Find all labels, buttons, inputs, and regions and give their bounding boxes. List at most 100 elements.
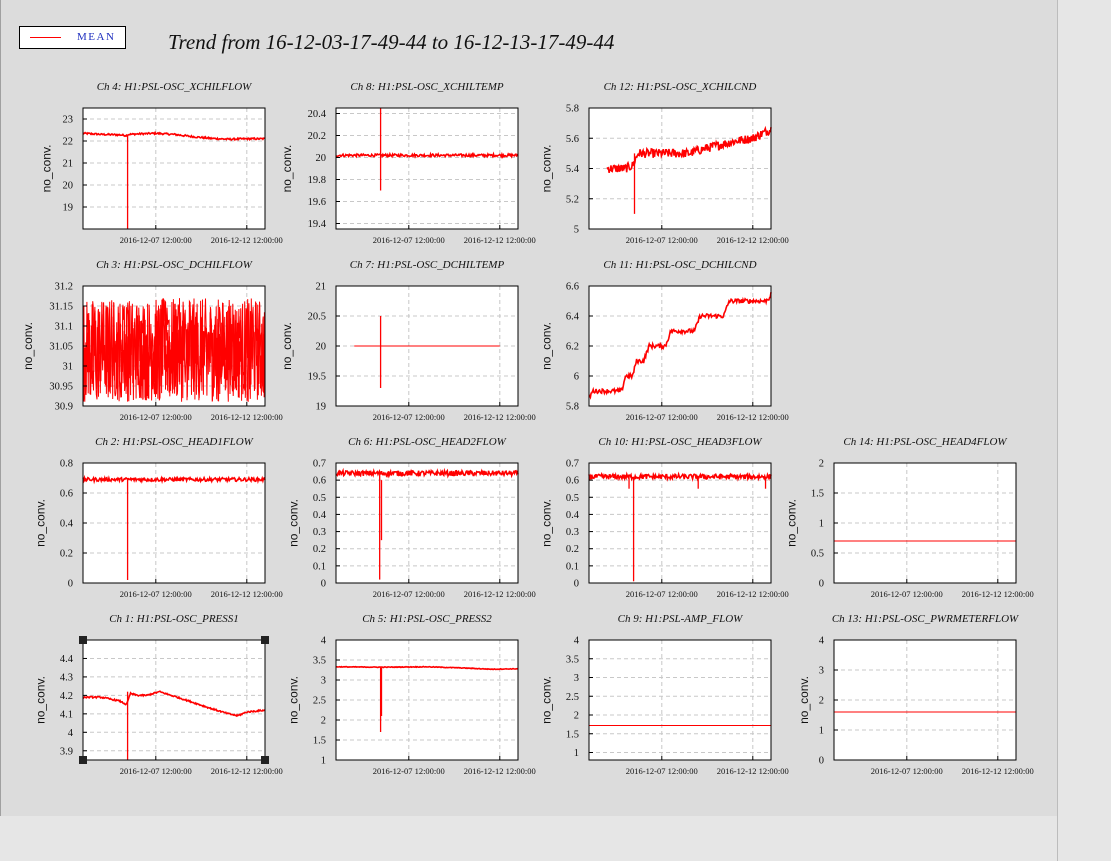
plot-title: Ch 13: H1:PSL-OSC_PWRMETERFLOW bbox=[832, 613, 1019, 625]
y-tick-label: 0.3 bbox=[566, 527, 579, 538]
plot-title: Ch 12: H1:PSL-OSC_XCHILCND bbox=[604, 81, 757, 93]
series-line bbox=[82, 474, 266, 485]
plot-title: Ch 1: H1:PSL-OSC_PRESS1 bbox=[109, 613, 239, 625]
y-tick-label: 20.5 bbox=[308, 312, 326, 323]
selection-handle[interactable] bbox=[79, 756, 87, 764]
series-noise bbox=[82, 298, 266, 402]
y-axis-label: no_conv. bbox=[280, 322, 294, 370]
y-tick-label: 2 bbox=[321, 716, 326, 727]
plot-title: Ch 8: H1:PSL-OSC_XCHILTEMP bbox=[350, 81, 503, 93]
y-tick-label: 19.5 bbox=[308, 372, 326, 383]
y-tick-label: 5 bbox=[574, 225, 579, 236]
y-axis-label: no_conv. bbox=[797, 676, 811, 724]
legend-label: MEAN bbox=[77, 31, 116, 43]
y-tick-label: 31.2 bbox=[55, 282, 73, 293]
y-tick-label: 4.4 bbox=[60, 654, 74, 665]
x-tick-label: 2016-12-07 12:00:00 bbox=[373, 412, 445, 422]
selection-handle[interactable] bbox=[261, 756, 269, 764]
y-tick-label: 0.7 bbox=[313, 459, 326, 470]
y-axis-label: no_conv. bbox=[33, 676, 47, 724]
y-tick-label: 20 bbox=[316, 153, 327, 164]
plot-ch2: Ch 2: H1:PSL-OSC_HEAD1FLOW 0 0.2 0.4 0.6 0.8 2… bbox=[33, 436, 282, 599]
y-tick-label: 19.4 bbox=[308, 219, 327, 230]
plot-frame bbox=[82, 639, 266, 761]
y-tick-label: 0 bbox=[574, 579, 579, 590]
plot-area bbox=[589, 640, 771, 760]
y-tick-label: 0.4 bbox=[566, 510, 580, 521]
plot-title: Ch 5: H1:PSL-OSC_PRESS2 bbox=[362, 613, 492, 625]
series-line bbox=[82, 690, 266, 718]
x-tick-label: 2016-12-12 12:00:00 bbox=[717, 412, 789, 422]
y-tick-label: 3.5 bbox=[313, 656, 326, 667]
y-tick-label: 1 bbox=[819, 726, 824, 737]
plot-title: Ch 3: H1:PSL-OSC_DCHILFLOW bbox=[96, 259, 253, 271]
x-tick-label: 2016-12-12 12:00:00 bbox=[464, 766, 536, 776]
y-tick-label: 4.2 bbox=[60, 691, 73, 702]
y-axis-label: no_conv. bbox=[539, 322, 553, 370]
y-tick-label: 23 bbox=[63, 115, 74, 126]
x-tick-label: 2016-12-07 12:00:00 bbox=[626, 412, 698, 422]
y-tick-label: 5.8 bbox=[566, 402, 579, 413]
plot-ch13: Ch 13: H1:PSL-OSC_PWRMETERFLOW 0 1 2 3 4 2016-… bbox=[797, 613, 1034, 776]
x-tick-label: 2016-12-07 12:00:00 bbox=[871, 589, 943, 599]
x-tick-label: 2016-12-07 12:00:00 bbox=[373, 766, 445, 776]
x-tick-label: 2016-12-12 12:00:00 bbox=[464, 589, 536, 599]
plot-title: Ch 11: H1:PSL-OSC_DCHILCND bbox=[603, 259, 756, 271]
y-tick-label: 0 bbox=[321, 579, 326, 590]
y-axis-label: no_conv. bbox=[33, 499, 47, 547]
y-tick-label: 2.5 bbox=[566, 692, 579, 703]
y-tick-label: 5.8 bbox=[566, 104, 579, 115]
plot-ch8: Ch 8: H1:PSL-OSC_XCHILTEMP 19.4 19.6 19.8 20… bbox=[280, 81, 536, 245]
y-tick-label: 0.4 bbox=[60, 519, 74, 530]
y-tick-label: 20 bbox=[63, 181, 74, 192]
x-tick-label: 2016-12-07 12:00:00 bbox=[626, 589, 698, 599]
x-tick-label: 2016-12-07 12:00:00 bbox=[120, 412, 192, 422]
plot-title: Ch 6: H1:PSL-OSC_HEAD2FLOW bbox=[348, 436, 506, 448]
plot-title: Ch 4: H1:PSL-OSC_XCHILFLOW bbox=[97, 81, 252, 93]
y-axis-label: no_conv. bbox=[539, 145, 553, 193]
y-tick-label: 4.1 bbox=[60, 709, 73, 720]
y-tick-label: 3.5 bbox=[566, 654, 579, 665]
y-tick-label: 0.2 bbox=[60, 549, 73, 560]
y-axis-label: no_conv. bbox=[286, 499, 300, 547]
plot-ch11: Ch 11: H1:PSL-OSC_DCHILCND 5.8 6 6.2 6.4 6.6 2… bbox=[539, 259, 788, 422]
plot-frame bbox=[335, 462, 519, 584]
y-tick-label: 4 bbox=[321, 636, 327, 647]
y-tick-label: 19.6 bbox=[308, 197, 326, 208]
x-tick-label: 2016-12-07 12:00:00 bbox=[120, 589, 192, 599]
plot-title: Ch 9: H1:PSL-AMP_FLOW bbox=[618, 613, 743, 625]
y-tick-label: 0.2 bbox=[313, 544, 326, 555]
y-tick-label: 3.9 bbox=[60, 746, 73, 757]
selection-handle[interactable] bbox=[79, 636, 87, 644]
y-tick-label: 0.1 bbox=[566, 561, 579, 572]
series-line bbox=[588, 471, 772, 482]
y-tick-label: 0.7 bbox=[566, 459, 579, 470]
y-tick-label: 4.3 bbox=[60, 672, 73, 683]
y-tick-label: 0.5 bbox=[313, 493, 326, 504]
y-tick-label: 30.9 bbox=[55, 402, 73, 413]
x-tick-label: 2016-12-12 12:00:00 bbox=[962, 766, 1034, 776]
scrollbar-strip[interactable] bbox=[1057, 0, 1111, 861]
y-axis-label: no_conv. bbox=[784, 499, 798, 547]
plot-area bbox=[83, 108, 265, 229]
y-tick-label: 6.6 bbox=[566, 282, 579, 293]
plot-title: Ch 14: H1:PSL-OSC_HEAD4FLOW bbox=[843, 436, 1007, 448]
series-line bbox=[335, 151, 519, 159]
y-tick-label: 0.6 bbox=[313, 476, 326, 487]
y-tick-label: 0.2 bbox=[566, 544, 579, 555]
x-tick-label: 2016-12-12 12:00:00 bbox=[717, 235, 789, 245]
y-tick-label: 6 bbox=[574, 372, 579, 383]
y-tick-label: 1 bbox=[321, 756, 326, 767]
selection-handle[interactable] bbox=[261, 636, 269, 644]
y-tick-label: 31 bbox=[63, 362, 74, 373]
x-tick-label: 2016-12-12 12:00:00 bbox=[211, 412, 283, 422]
series-line bbox=[336, 665, 519, 671]
plot-ch1[interactable]: Ch 1: H1:PSL-OSC_PRESS1 3.9 4 4.1 4.2 4.3 4.4 2… bbox=[33, 613, 282, 776]
y-tick-label: 31.15 bbox=[49, 302, 73, 313]
y-axis-label: no_conv. bbox=[40, 145, 54, 193]
y-axis-label: no_conv. bbox=[286, 676, 300, 724]
y-tick-label: 1.5 bbox=[811, 489, 824, 500]
y-tick-label: 3 bbox=[819, 666, 824, 677]
y-tick-label: 3 bbox=[321, 676, 326, 687]
x-tick-label: 2016-12-07 12:00:00 bbox=[373, 235, 445, 245]
